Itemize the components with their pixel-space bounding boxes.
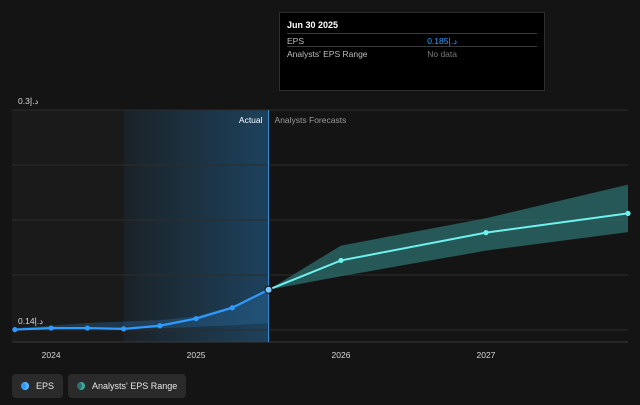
historical-eps-band: [14, 289, 269, 331]
eps-point: [84, 325, 90, 331]
actual-section-label: Actual: [239, 115, 263, 125]
range-legend-icon: [77, 382, 85, 390]
forecast-point: [338, 257, 344, 264]
forecast-point: [625, 210, 631, 216]
legend-eps[interactable]: EPS: [12, 374, 64, 398]
legend-eps-label: EPS: [36, 381, 55, 391]
tooltip-range-row: Analysts' EPS Range No data: [287, 46, 537, 60]
eps-point: [229, 305, 235, 311]
forecast-section-label: Analysts Forecasts: [275, 115, 347, 125]
actual-highlight-region: [123, 110, 269, 342]
tooltip-date: Jun 30 2025: [287, 20, 339, 30]
forecast-point: [483, 230, 489, 236]
legend-eps-range[interactable]: Analysts' EPS Range: [68, 374, 187, 398]
x-tick-label: 2027: [476, 350, 495, 360]
tooltip-range-label: Analysts' EPS Range: [287, 49, 368, 59]
eps-forecast-line: [268, 212, 629, 291]
x-tick-label: 2024: [42, 350, 61, 360]
eps-point: [193, 315, 199, 322]
eps-point: [12, 326, 18, 333]
legend-range-label: Analysts' EPS Range: [92, 381, 178, 391]
x-tick-label: 2025: [187, 350, 206, 360]
forecast-eps-range-band: [268, 184, 628, 290]
eps-point: [157, 323, 163, 329]
eps-point-highlighted: [264, 285, 273, 294]
tooltip-eps-label: EPS: [287, 36, 305, 46]
eps-point: [48, 325, 54, 331]
eps-legend-icon: [21, 382, 29, 390]
y-tick-label: 0.14د.إ: [18, 316, 43, 327]
eps-point: [121, 326, 127, 332]
eps-line: [14, 288, 270, 331]
y-tick-label: 0.3د.إ: [18, 96, 39, 107]
tooltip-range-value: No data: [427, 49, 457, 59]
x-tick-label: 2026: [332, 350, 351, 360]
tooltip-eps-value: 0.185د.إ: [427, 36, 457, 46]
tooltip-eps-row: EPS 0.185د.إ: [287, 33, 537, 47]
tooltip: Jun 30 2025 EPS 0.185د.إ Analysts' EPS R…: [279, 12, 545, 91]
